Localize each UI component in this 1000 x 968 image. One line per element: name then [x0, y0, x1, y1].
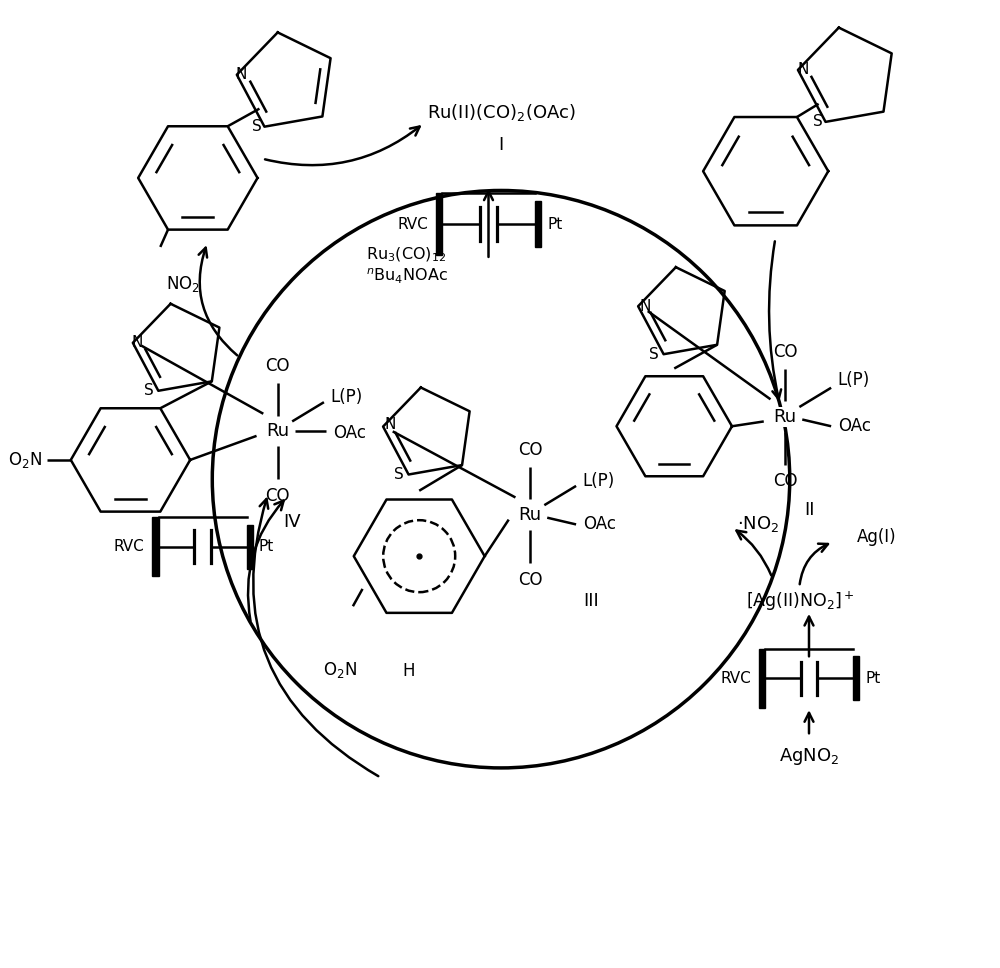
- Polygon shape: [759, 650, 765, 708]
- Text: N: N: [797, 62, 808, 77]
- Text: Pt: Pt: [865, 671, 880, 686]
- Text: RVC: RVC: [720, 671, 751, 686]
- Text: S: S: [394, 467, 404, 482]
- Text: CO: CO: [265, 357, 290, 376]
- Polygon shape: [152, 517, 159, 576]
- Text: CO: CO: [518, 570, 542, 589]
- Text: OAc: OAc: [583, 515, 616, 533]
- Text: S: S: [252, 119, 262, 135]
- Text: OAc: OAc: [838, 417, 871, 436]
- Text: NO$_2$: NO$_2$: [166, 274, 200, 294]
- Text: III: III: [583, 591, 599, 610]
- Text: Pt: Pt: [259, 539, 274, 554]
- Text: CO: CO: [518, 441, 542, 459]
- Text: Ru$_3$(CO)$_{12}$: Ru$_3$(CO)$_{12}$: [366, 246, 447, 264]
- Text: S: S: [649, 347, 659, 362]
- Polygon shape: [436, 194, 442, 255]
- Text: CO: CO: [265, 487, 290, 505]
- Text: OAc: OAc: [334, 424, 367, 442]
- Text: O$_2$N: O$_2$N: [323, 660, 357, 681]
- Text: Ag(I): Ag(I): [857, 528, 897, 546]
- Text: I: I: [498, 136, 504, 154]
- Text: $\cdot$NO$_2$: $\cdot$NO$_2$: [737, 514, 779, 534]
- Polygon shape: [247, 525, 253, 568]
- Polygon shape: [535, 201, 541, 247]
- Text: RVC: RVC: [397, 217, 428, 231]
- Text: N: N: [639, 299, 651, 314]
- Text: L(P): L(P): [838, 371, 870, 389]
- Text: CO: CO: [773, 472, 797, 491]
- Text: O$_2$N: O$_2$N: [8, 450, 42, 469]
- Text: CO: CO: [773, 343, 797, 361]
- Text: RVC: RVC: [114, 539, 145, 554]
- Text: Ru: Ru: [773, 408, 796, 426]
- Text: N: N: [132, 335, 143, 350]
- Polygon shape: [853, 656, 859, 701]
- Text: IV: IV: [283, 513, 301, 530]
- Text: N: N: [384, 417, 396, 432]
- Text: II: II: [804, 501, 815, 519]
- Text: Ru(II)(CO)$_2$(OAc): Ru(II)(CO)$_2$(OAc): [427, 102, 575, 123]
- Text: Pt: Pt: [547, 217, 562, 231]
- Text: Ru: Ru: [266, 422, 289, 440]
- Text: AgNO$_2$: AgNO$_2$: [779, 745, 839, 767]
- Text: L(P): L(P): [331, 388, 363, 407]
- Text: $^n$Bu$_4$NOAc: $^n$Bu$_4$NOAc: [366, 266, 448, 286]
- Text: S: S: [813, 114, 823, 130]
- Text: S: S: [144, 383, 154, 398]
- Text: L(P): L(P): [583, 472, 615, 490]
- Text: Ru: Ru: [518, 506, 541, 524]
- Text: N: N: [236, 67, 247, 82]
- Text: [Ag(II)NO$_2$]$^+$: [Ag(II)NO$_2$]$^+$: [746, 590, 855, 613]
- Text: H: H: [402, 662, 414, 681]
